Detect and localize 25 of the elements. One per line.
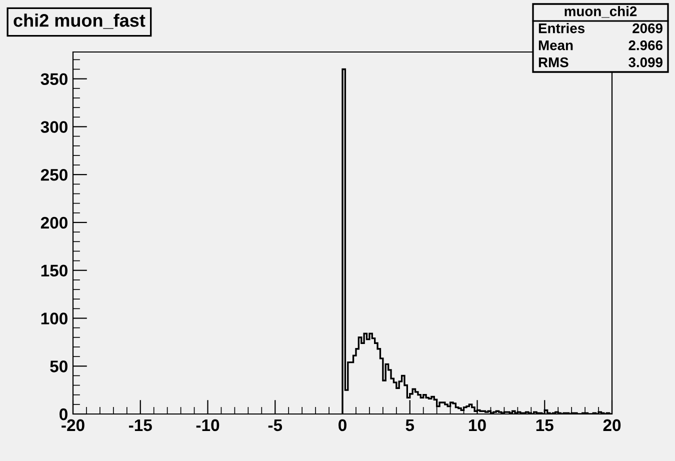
x-tick-label: -15 <box>128 419 152 432</box>
text: 2069 <box>632 23 662 34</box>
x-tick-label: -20 <box>62 419 84 432</box>
y-tick-label: 150 <box>41 264 68 277</box>
y-tick-label: 350 <box>40 73 68 86</box>
y-tick-label: 250 <box>40 168 68 181</box>
x-tick-label: -10 <box>196 419 220 432</box>
y-tick-label: 0 <box>60 408 68 420</box>
text: muon_chi2 <box>564 6 637 18</box>
chart-title: chi2 muon_fast <box>14 14 146 29</box>
annotation: RMS <box>538 57 568 68</box>
x-tick-label: 20 <box>603 419 621 432</box>
text: Mean <box>538 40 573 50</box>
y-tick-label: 300 <box>40 121 68 133</box>
x-tick-label: 0 <box>338 419 346 432</box>
x-tick-label: 10 <box>469 419 486 432</box>
text: 2.966 <box>628 40 662 50</box>
x-tick-label: 15 <box>536 419 554 432</box>
x-tick-label: -5 <box>268 419 282 432</box>
text: Entries <box>538 23 585 34</box>
text: 3.099 <box>628 57 662 68</box>
y-tick-label: 100 <box>41 312 68 324</box>
x-tick-label: 5 <box>406 419 414 432</box>
y-tick-label: 200 <box>40 216 68 229</box>
y-tick-label: 50 <box>50 360 68 372</box>
